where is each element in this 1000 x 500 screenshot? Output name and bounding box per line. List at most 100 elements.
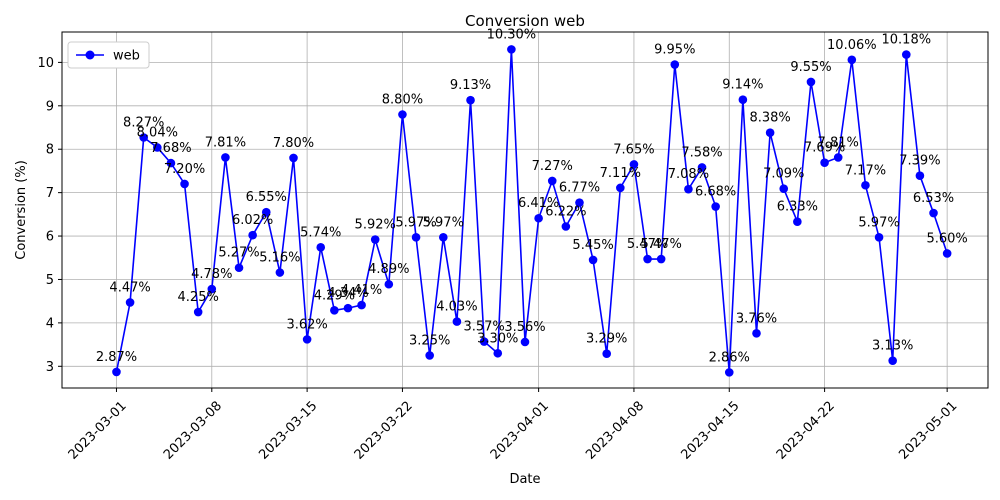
data-label: 10.30% <box>487 27 537 42</box>
data-point <box>411 233 421 242</box>
y-axis-title: Conversion (%) <box>14 160 29 260</box>
data-point <box>765 128 775 138</box>
data-point <box>656 254 666 264</box>
data-label: 3.13% <box>872 339 913 354</box>
data-label: 7.11% <box>600 166 641 181</box>
data-label: 8.27% <box>123 115 164 130</box>
data-label: 6.77% <box>559 181 600 196</box>
data-label: 6.33% <box>777 200 818 215</box>
data-point <box>779 184 789 194</box>
x-tick-label: 2023-03-08 <box>161 399 225 463</box>
data-label: 5.97% <box>423 215 464 230</box>
x-tick-label: 2023-03-15 <box>256 399 320 463</box>
data-label: 3.62% <box>286 317 327 332</box>
data-point <box>330 305 339 315</box>
data-point <box>629 160 639 169</box>
data-point <box>901 50 911 59</box>
data-point <box>670 60 680 69</box>
data-point <box>193 307 203 317</box>
x-tick-label: 2023-04-01 <box>488 399 552 463</box>
data-label: 4.47% <box>109 280 150 295</box>
data-point <box>507 45 516 54</box>
x-axis-title: Date <box>509 472 540 487</box>
legend-label-web: web <box>113 49 140 64</box>
data-label: 4.03% <box>436 300 477 315</box>
chart-title: Conversion web <box>465 12 585 30</box>
x-tick-label: 2023-03-22 <box>352 399 416 463</box>
data-point <box>425 351 434 360</box>
data-point <box>561 222 571 231</box>
data-label: 7.17% <box>845 163 886 178</box>
data-label: 6.68% <box>695 185 736 200</box>
data-point <box>370 235 380 244</box>
data-point <box>180 179 189 189</box>
data-label: 10.18% <box>882 33 932 48</box>
y-tick-label: 5 <box>46 273 54 288</box>
data-label: 9.95% <box>654 43 695 58</box>
data-labels: 2.87% 4.47% 8.27%8.04%7.68% 7.20% 4.25% 4.78%… <box>96 27 968 365</box>
data-point <box>520 337 530 347</box>
data-label: 3.25% <box>409 333 450 348</box>
data-point <box>684 184 693 194</box>
data-point <box>207 284 217 294</box>
data-point <box>724 368 734 377</box>
data-label: 10.06% <box>827 38 877 53</box>
data-point <box>602 349 612 359</box>
plot-frame <box>61 31 989 389</box>
data-label: 7.08% <box>668 167 709 182</box>
data-label: 3.76% <box>736 311 777 326</box>
y-tick-label: 8 <box>46 143 54 158</box>
data-label: 9.13% <box>450 78 491 93</box>
data-point <box>874 233 884 242</box>
data-point <box>697 163 707 172</box>
data-label: 6.41% <box>518 196 559 211</box>
data-point <box>221 153 230 162</box>
data-label: 7.65% <box>613 142 654 157</box>
data-point <box>493 348 503 358</box>
data-label: 4.34% <box>327 286 368 301</box>
data-label: 6.53% <box>913 191 954 206</box>
data-point <box>316 243 326 252</box>
data-label: 3.29% <box>586 332 627 347</box>
data-point <box>915 171 925 181</box>
data-point <box>643 254 652 264</box>
data-point <box>384 279 394 289</box>
series-line-web <box>115 49 948 373</box>
data-label: 7.09% <box>763 167 804 182</box>
data-label: 7.27% <box>532 159 573 174</box>
data-label: 4.25% <box>178 290 219 305</box>
y-tick-label: 3 <box>46 360 54 375</box>
data-point <box>153 143 162 152</box>
data-label: 8.38% <box>749 111 790 126</box>
data-point <box>398 110 407 119</box>
data-label: 6.02% <box>232 213 273 228</box>
data-label: 5.92% <box>355 218 396 233</box>
data-point <box>289 153 298 163</box>
data-point <box>479 337 489 346</box>
y-tick-label: 7 <box>46 186 54 201</box>
data-label: 8.80% <box>382 92 423 107</box>
grid <box>62 32 988 388</box>
data-point <box>833 153 843 162</box>
data-label: 5.74% <box>300 225 341 240</box>
y-tick-label: 9 <box>46 99 54 114</box>
data-point <box>166 158 176 168</box>
data-label: 7.58% <box>681 145 722 160</box>
data-point <box>302 335 312 344</box>
y-axis: 3 4 5 6 7 8 9 10 <box>37 56 62 375</box>
data-point <box>466 95 475 105</box>
data-label: 6.22% <box>545 204 586 219</box>
data-point <box>711 202 720 211</box>
data-label: 5.60% <box>926 231 967 246</box>
data-label: 6.55% <box>246 190 287 205</box>
x-tick-label: 2023-04-15 <box>678 399 742 463</box>
y-tick-label: 10 <box>37 56 54 71</box>
x-tick-label: 2023-03-01 <box>66 399 130 463</box>
data-label: 4.29% <box>314 288 355 303</box>
data-label: 5.97% <box>395 215 436 230</box>
data-label: 2.87% <box>96 350 137 365</box>
data-label: 5.27% <box>218 246 259 261</box>
legend: web <box>67 41 150 69</box>
y-tick-label: 6 <box>46 230 54 245</box>
data-point <box>261 207 271 217</box>
